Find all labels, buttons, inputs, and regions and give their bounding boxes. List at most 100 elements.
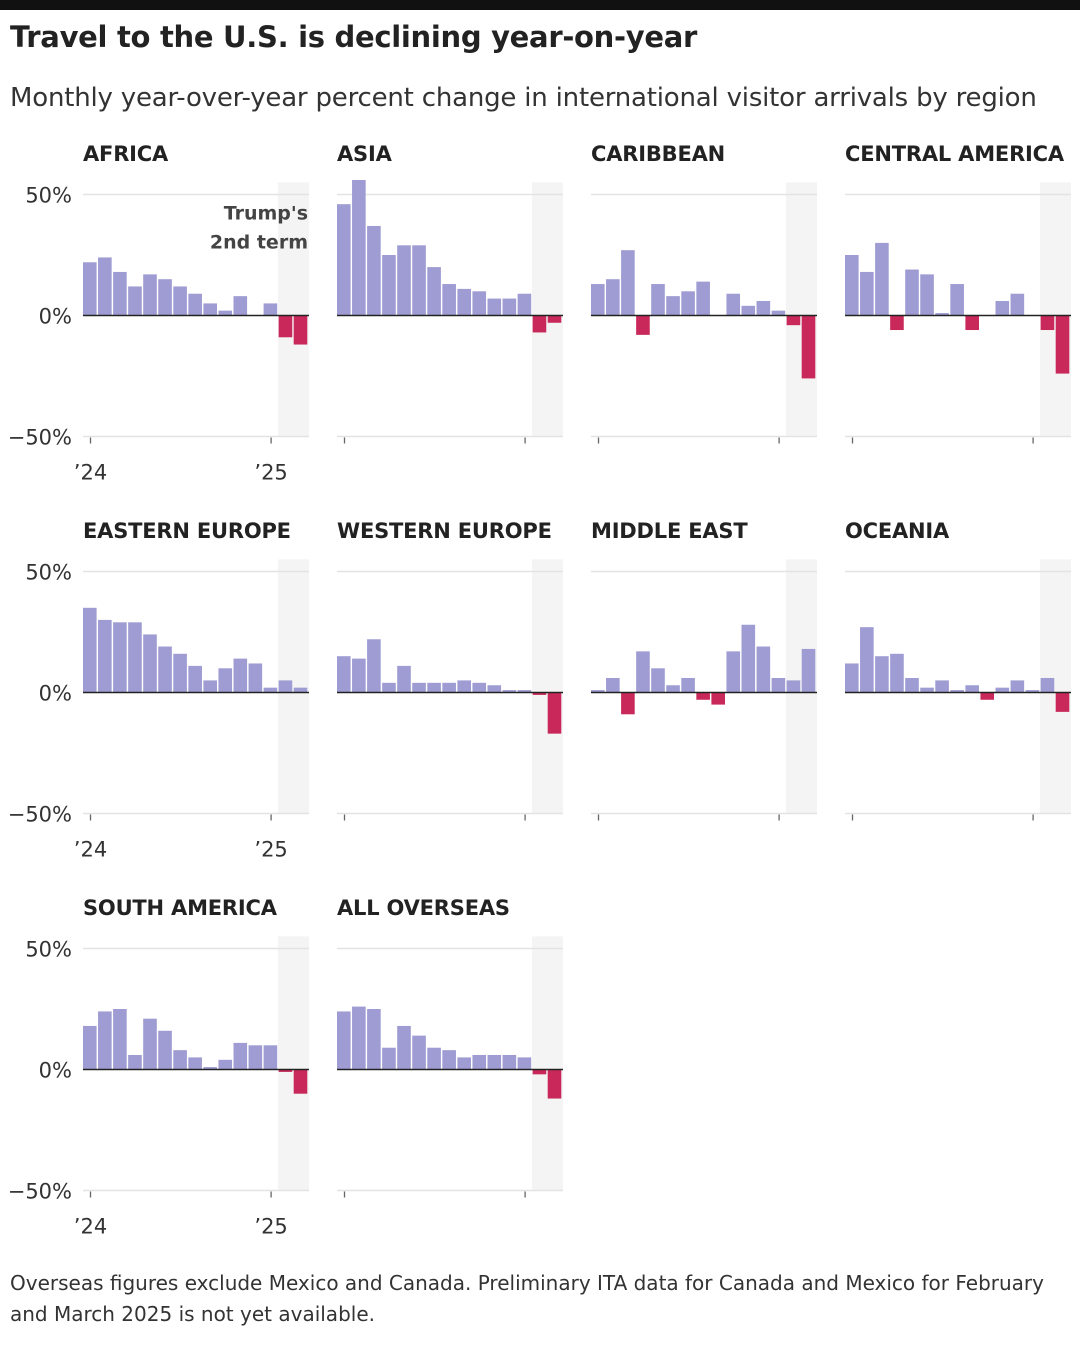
bar [995,687,1010,693]
bar [158,1030,172,1070]
bar [920,274,934,316]
x-tick-label: ’25 [254,461,287,485]
bar [188,1057,202,1070]
bar [278,315,293,338]
bar [352,658,366,693]
bar [412,1035,426,1070]
bar [711,692,725,705]
bar [113,622,127,693]
bar [382,255,396,316]
bar [83,1025,97,1070]
bar [128,286,142,316]
bar [532,315,547,333]
bar [681,677,695,693]
bar [621,250,635,316]
bar [427,1047,441,1070]
bar [188,665,202,693]
bar [233,658,248,693]
bar [935,313,949,316]
bar [547,315,562,323]
bar [233,1042,248,1070]
bar [860,271,874,316]
bar [741,305,756,316]
y-tick-label: 0% [39,305,72,329]
bar [502,690,517,693]
chart-subtitle: Monthly year-over-year percent change in… [10,83,1037,113]
bar [278,680,293,693]
bar [875,656,889,693]
bar [427,267,441,316]
bar [696,692,710,700]
bar [472,291,487,316]
bar [382,682,396,693]
shaded-period [531,559,563,814]
bar [412,682,426,693]
bar [965,315,979,331]
bar [442,682,456,693]
bar [203,680,217,693]
bar [1010,293,1025,316]
bar [218,668,233,693]
bar [442,284,456,316]
bar [397,1025,411,1070]
y-tick-label: 50% [25,561,72,585]
panel-title: ASIA [337,142,393,166]
bar [457,1057,471,1070]
bar [621,692,635,715]
bar [472,1054,487,1070]
bar [845,255,859,316]
bar [1025,690,1040,693]
bar [666,685,680,693]
panel-title: EASTERN EUROPE [83,519,291,543]
bar [263,303,278,316]
bar [233,296,248,316]
panel-africa: AFRICA 50% 0% −50%’24 ’25 Trump's 2nd term [8,142,309,485]
y-tick-label: −50% [8,426,72,450]
panel-middle-east: MIDDLE EAST [591,519,817,821]
bar [890,315,904,331]
bar [890,653,904,693]
bar [397,665,411,693]
y-tick-label: 50% [25,938,72,962]
shaded-period [785,182,817,437]
bar [547,1069,562,1099]
footnote: Overseas figures exclude Mexico and Cana… [10,1271,1044,1326]
bar [128,1054,142,1070]
bar [427,682,441,693]
bar [517,690,532,693]
panel-western-europe: WESTERN EUROPE [337,519,563,821]
bar [248,1045,263,1070]
bar [517,293,532,316]
y-tick-label: 0% [39,682,72,706]
bar [741,624,756,693]
bar [935,680,949,693]
bar [278,1069,293,1072]
bar [442,1050,456,1070]
bar [382,1047,396,1070]
bar [950,690,964,693]
bar [188,293,202,316]
bar [875,242,889,316]
shaded-period [277,936,309,1191]
bar [352,179,366,316]
y-tick-label: 50% [25,184,72,208]
bar [337,204,351,316]
y-tick-label: −50% [8,803,72,827]
x-tick-label: ’24 [74,1215,107,1239]
bar [502,1054,517,1070]
bar [487,1054,502,1070]
bar [293,315,308,345]
bar [771,677,786,693]
bar [696,281,710,316]
bar [173,1050,187,1070]
panel-title: SOUTH AMERICA [83,896,278,920]
bar [352,1006,366,1070]
x-tick-label: ’24 [74,838,107,862]
x-tick-label: ’25 [254,1215,287,1239]
shaded-period [531,936,563,1191]
panel-title: MIDDLE EAST [591,519,748,543]
shaded-period [531,182,563,437]
bar [651,284,665,316]
bar [218,1059,233,1070]
